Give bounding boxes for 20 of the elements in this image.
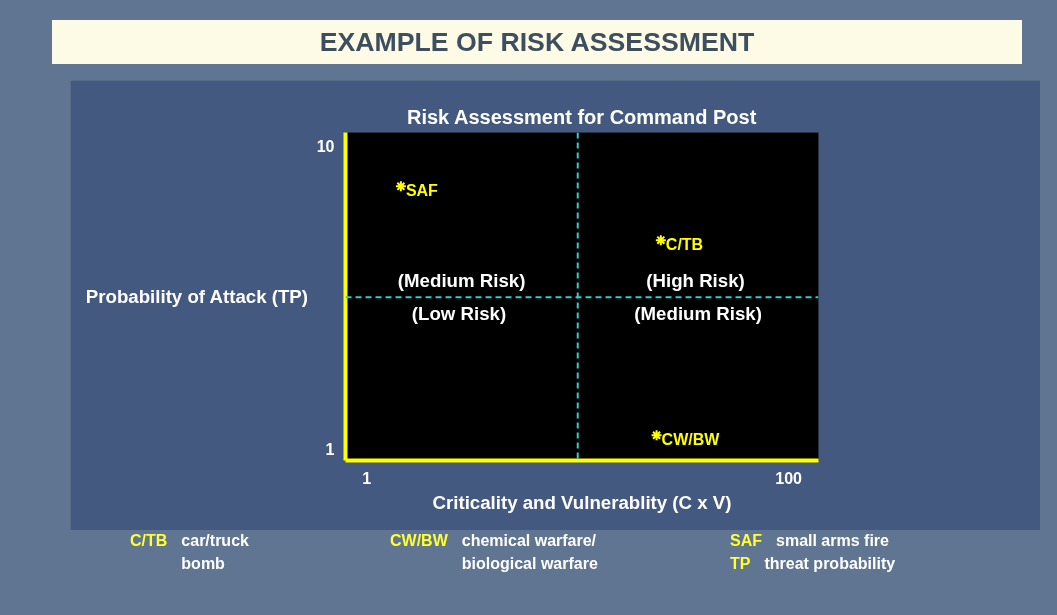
annotation: (Medium Risk) bbox=[634, 303, 762, 325]
annotation: SAF bbox=[405, 181, 439, 199]
annotation: CW/BW bbox=[661, 430, 721, 448]
text: TP threat probability bbox=[730, 553, 896, 574]
y-axis-title: Probability of Attack (TP) bbox=[85, 286, 309, 307]
x-tick-label: 100 bbox=[775, 469, 803, 487]
y-tick-label: 10 bbox=[316, 137, 335, 155]
annotation: (Medium Risk) bbox=[397, 270, 526, 292]
chart-subtitle: Risk Assessment for Command Post bbox=[406, 105, 757, 128]
point bbox=[394, 180, 407, 193]
annotation: (High Risk) bbox=[646, 270, 745, 292]
text: SAF small arms fire bbox=[730, 531, 889, 551]
annotation: C/TB bbox=[665, 235, 704, 253]
x-axis-title: Criticality and Vulnerablity (C x V) bbox=[432, 491, 732, 513]
point bbox=[650, 429, 663, 442]
point bbox=[654, 234, 667, 247]
chart-title: EXAMPLE OF RISK ASSESSMENT bbox=[52, 20, 1022, 64]
text: C/TB car/truck bomb bbox=[130, 531, 250, 574]
annotation: (Low Risk) bbox=[411, 303, 507, 325]
text: CW/BW chemical warfare/ biological warfare bbox=[390, 531, 599, 574]
